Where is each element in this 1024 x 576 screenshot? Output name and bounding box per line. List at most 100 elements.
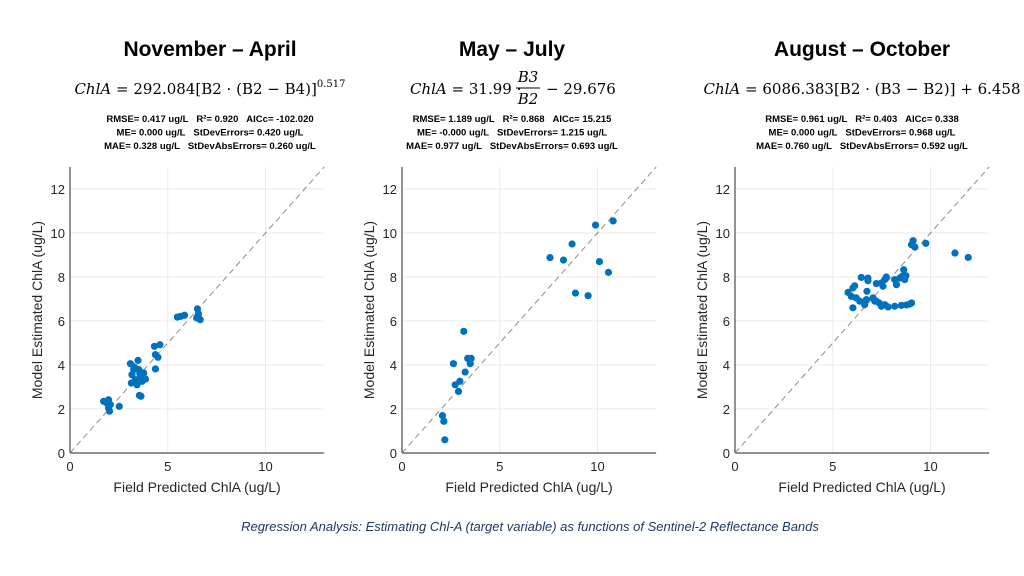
- data-point: [133, 381, 141, 389]
- identity-line: [401, 166, 657, 454]
- identity-line: [734, 166, 990, 454]
- data-point: [877, 302, 886, 310]
- formula-numerator: B3: [517, 68, 539, 86]
- x-tick-label: 0: [731, 459, 738, 474]
- formula-lhs: ChlA: [703, 80, 740, 98]
- data-point: [849, 304, 857, 312]
- x-tick-label: 5: [829, 459, 836, 474]
- formula-coefficient: = 31.99 ·: [447, 80, 522, 98]
- formula-rhs: = 6086.383[B2 · (B3 − B2)] + 6.458: [740, 80, 1020, 98]
- stat-value: MAE= 0.328 ug/L: [104, 141, 180, 152]
- data-point: [559, 256, 568, 264]
- data-point: [863, 287, 871, 295]
- data-point: [884, 303, 892, 311]
- y-tick-label: 10: [716, 226, 730, 241]
- y-tick-label: 8: [390, 270, 397, 285]
- formula-lhs: ChlA: [74, 80, 111, 98]
- stats-line: MAE= 0.977 ug/L StDevAbsErrors= 0.693 ug…: [406, 141, 618, 152]
- data-point: [115, 402, 123, 410]
- x-axis-label: Field Predicted ChlA (ug/L): [113, 479, 280, 495]
- data-point: [156, 341, 164, 349]
- scatter-panel-1: November – April ChlA = 292.084[B2 · (B2 …: [29, 38, 346, 495]
- x-tick-label: 5: [496, 459, 503, 474]
- y-tick-label: 12: [716, 182, 730, 197]
- figure-caption: Regression Analysis: Estimating Chl-A (t…: [241, 519, 819, 534]
- data-point: [911, 243, 919, 251]
- y-tick-label: 2: [723, 402, 730, 417]
- y-tick-label: 6: [723, 314, 730, 329]
- y-tick-label: 4: [58, 358, 65, 373]
- data-point: [138, 377, 146, 385]
- data-point: [546, 254, 554, 262]
- y-tick-label: 12: [383, 182, 397, 197]
- data-point: [922, 239, 930, 247]
- y-tick-label: 2: [58, 402, 65, 417]
- formula-exponent: 0.517: [317, 79, 346, 90]
- data-point: [871, 297, 879, 305]
- data-point: [604, 268, 613, 276]
- stat-value: RMSE= 0.417 ug/L: [106, 114, 188, 125]
- data-point: [136, 369, 144, 378]
- data-point: [460, 327, 468, 335]
- x-tick-label: 5: [164, 459, 171, 474]
- y-tick-label: 8: [723, 270, 730, 285]
- data-point: [154, 353, 162, 361]
- stat-value: MAE= 0.760 ug/L: [756, 141, 832, 152]
- y-tick-label: 6: [390, 314, 397, 329]
- data-point: [454, 387, 463, 395]
- stat-value: AICc= 15.215: [553, 114, 613, 125]
- stats-line: RMSE= 1.189 ug/L R²= 0.868 AICc= 15.215: [413, 114, 613, 125]
- y-tick-label: 12: [51, 182, 65, 197]
- stats-line: MAE= 0.760 ug/L StDevAbsErrors= 0.592 ug…: [756, 141, 968, 152]
- y-tick-label: 10: [51, 226, 65, 241]
- data-point: [127, 379, 135, 387]
- stat-value: StDevAbsErrors= 0.693 ug/L: [490, 141, 618, 152]
- stat-value: ME= -0.000 ug/L: [417, 128, 489, 139]
- regression-formula: ChlA = 31.99 ·: [410, 80, 521, 98]
- data-point: [891, 302, 899, 310]
- data-point: [861, 301, 869, 309]
- data-point: [882, 273, 890, 281]
- data-point: [194, 312, 202, 320]
- y-axis-label: Model Estimated ChlA (ug/L): [361, 221, 377, 399]
- data-point: [466, 360, 474, 368]
- data-point: [609, 217, 617, 225]
- formula-lhs: ChlA: [410, 80, 447, 98]
- data-point: [891, 276, 899, 284]
- stat-value: AICc= 0.338: [905, 114, 959, 125]
- formula-intercept: − 29.676: [546, 80, 616, 98]
- stat-value: StDevAbsErrors= 0.592 ug/L: [840, 141, 968, 152]
- data-point: [851, 282, 859, 290]
- y-tick-label: 4: [390, 358, 397, 373]
- data-point: [907, 299, 916, 307]
- data-point: [951, 249, 959, 257]
- data-point: [130, 363, 138, 371]
- scatter-panel-3: August – October ChlA = 6086.383[B2 · (B3…: [694, 38, 1021, 495]
- data-point: [151, 365, 160, 373]
- stat-value: StDevErrors= 1.215 ug/L: [497, 128, 607, 139]
- stats-line: RMSE= 0.961 ug/L R²= 0.403 AICc= 0.338: [765, 114, 959, 125]
- stat-value: R²= 0.403: [855, 114, 897, 125]
- data-point: [440, 417, 448, 425]
- data-point: [461, 368, 469, 376]
- stat-value: StDevErrors= 0.420 ug/L: [193, 128, 303, 139]
- data-point: [902, 272, 910, 280]
- stat-value: StDevErrors= 0.968 ug/L: [845, 128, 955, 139]
- y-tick-label: 0: [390, 446, 397, 461]
- y-tick-label: 0: [58, 446, 65, 461]
- formula-rhs: = 292.084[B2 · (B2 − B4)]: [111, 80, 317, 98]
- data-point: [449, 360, 458, 368]
- data-point: [568, 240, 576, 248]
- x-axis-label: Field Predicted ChlA (ug/L): [778, 479, 945, 495]
- data-point: [584, 292, 592, 300]
- data-point: [137, 392, 145, 400]
- stat-value: AICc= -102.020: [246, 114, 313, 125]
- data-point: [595, 258, 604, 266]
- stats-line: MAE= 0.328 ug/L StDevAbsErrors= 0.260 ug…: [104, 141, 316, 152]
- data-point: [571, 289, 580, 297]
- data-point: [134, 356, 142, 364]
- stat-value: RMSE= 1.189 ug/L: [413, 114, 495, 125]
- data-point: [864, 277, 872, 285]
